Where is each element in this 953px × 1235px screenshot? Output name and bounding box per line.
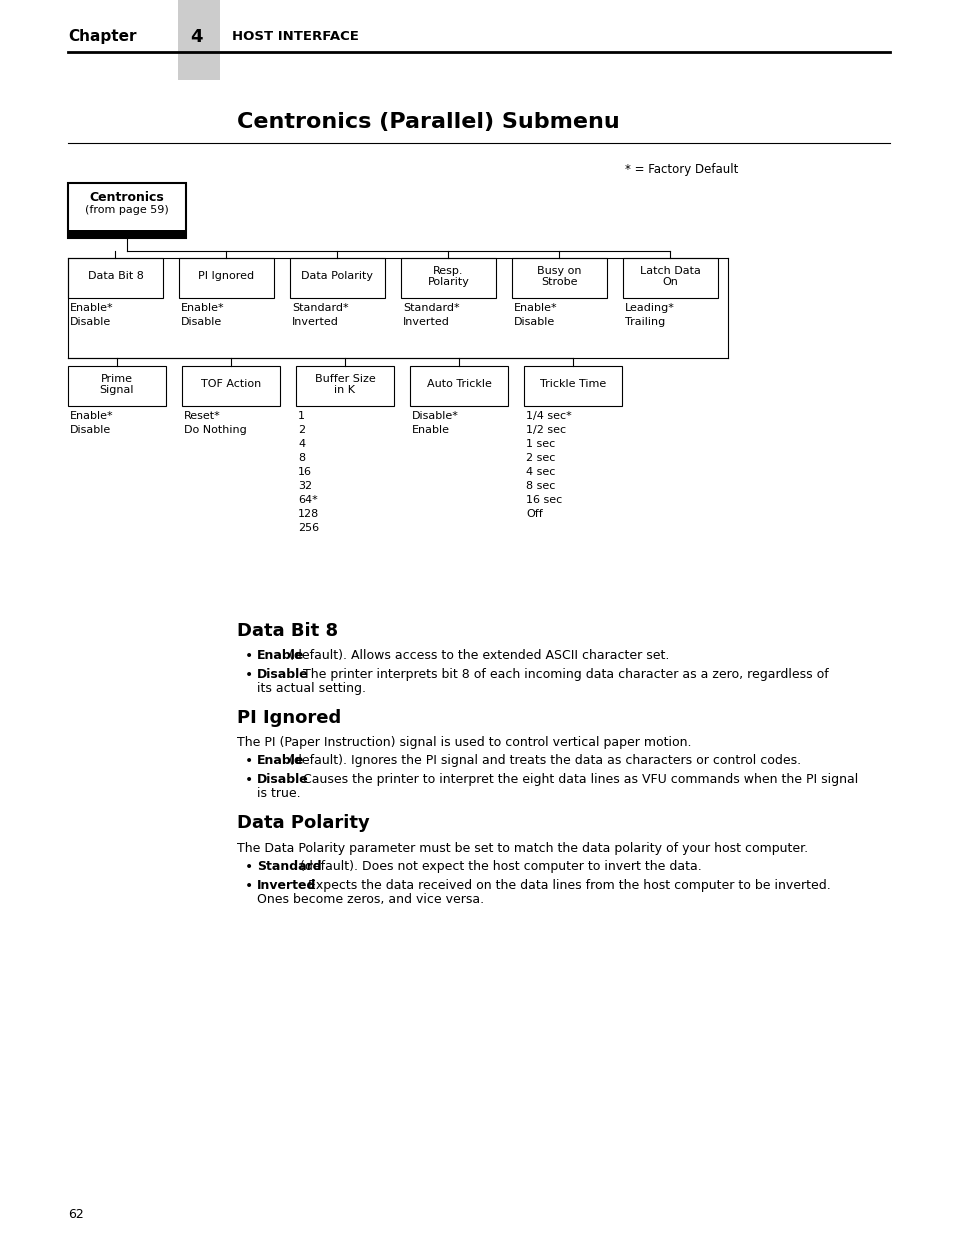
Text: •: • xyxy=(245,860,253,873)
Text: Disable: Disable xyxy=(256,668,309,682)
Text: 4 sec: 4 sec xyxy=(525,467,555,477)
Text: Centronics (Parallel) Submenu: Centronics (Parallel) Submenu xyxy=(236,112,619,132)
Text: Strobe: Strobe xyxy=(540,277,578,287)
Text: HOST INTERFACE: HOST INTERFACE xyxy=(232,31,358,43)
Text: 8: 8 xyxy=(297,453,305,463)
Text: Prime: Prime xyxy=(101,374,132,384)
Text: 8 sec: 8 sec xyxy=(525,480,555,492)
Text: •: • xyxy=(245,773,253,788)
Text: 2: 2 xyxy=(297,425,305,435)
Bar xyxy=(523,366,621,406)
Text: Enable: Enable xyxy=(256,650,304,662)
Text: Data Bit 8: Data Bit 8 xyxy=(88,270,143,282)
Text: Data Polarity: Data Polarity xyxy=(236,814,370,832)
Text: Enable*: Enable* xyxy=(70,411,113,421)
Text: 1 sec: 1 sec xyxy=(525,438,555,450)
Bar xyxy=(178,0,220,80)
Text: 1: 1 xyxy=(297,411,305,421)
Text: 16: 16 xyxy=(297,467,312,477)
Text: 256: 256 xyxy=(297,522,319,534)
Text: Enable*: Enable* xyxy=(181,303,224,312)
Text: Off: Off xyxy=(525,509,542,519)
Text: On: On xyxy=(662,277,678,287)
Bar xyxy=(68,366,166,406)
Text: Disable: Disable xyxy=(514,317,555,327)
Text: The Data Polarity parameter must be set to match the data polarity of your host : The Data Polarity parameter must be set … xyxy=(236,841,807,855)
Text: Disable: Disable xyxy=(256,773,309,787)
Text: PI Ignored: PI Ignored xyxy=(236,709,341,727)
Text: Do Nothing: Do Nothing xyxy=(184,425,247,435)
Text: * = Factory Default: * = Factory Default xyxy=(624,163,738,177)
Text: (default). Allows access to the extended ASCII character set.: (default). Allows access to the extended… xyxy=(289,650,669,662)
Text: (from page 59): (from page 59) xyxy=(85,205,169,215)
Text: Enable*: Enable* xyxy=(70,303,113,312)
Text: . Causes the printer to interpret the eight data lines as VFU commands when the : . Causes the printer to interpret the ei… xyxy=(294,773,857,787)
Text: Busy on: Busy on xyxy=(537,266,581,275)
Text: 64*: 64* xyxy=(297,495,317,505)
Text: •: • xyxy=(245,668,253,682)
Text: Chapter: Chapter xyxy=(68,30,136,44)
Text: Data Bit 8: Data Bit 8 xyxy=(236,622,337,640)
Text: Reset*: Reset* xyxy=(184,411,220,421)
Text: 128: 128 xyxy=(297,509,319,519)
Bar xyxy=(290,258,385,298)
Text: Resp.: Resp. xyxy=(433,266,463,275)
Text: . The printer interprets bit 8 of each incoming data character as a zero, regard: . The printer interprets bit 8 of each i… xyxy=(294,668,828,682)
Text: 32: 32 xyxy=(297,480,312,492)
Text: 1/2 sec: 1/2 sec xyxy=(525,425,565,435)
Bar xyxy=(68,183,186,238)
Bar xyxy=(622,258,718,298)
Text: . Expects the data received on the data lines from the host computer to be inver: . Expects the data received on the data … xyxy=(300,878,830,892)
Text: 4: 4 xyxy=(190,28,202,46)
Text: in K: in K xyxy=(335,385,355,395)
Text: Inverted: Inverted xyxy=(256,878,316,892)
Text: Disable*: Disable* xyxy=(412,411,458,421)
Text: Enable: Enable xyxy=(256,755,304,767)
Text: Standard: Standard xyxy=(256,860,321,873)
Text: •: • xyxy=(245,650,253,663)
Text: Buffer Size: Buffer Size xyxy=(314,374,375,384)
Text: Trickle Time: Trickle Time xyxy=(539,379,605,389)
Text: PI Ignored: PI Ignored xyxy=(198,270,254,282)
Text: Standard*: Standard* xyxy=(402,303,459,312)
Bar xyxy=(68,258,163,298)
Text: Trailing: Trailing xyxy=(624,317,664,327)
Text: Signal: Signal xyxy=(100,385,134,395)
Text: Polarity: Polarity xyxy=(427,277,469,287)
Text: Auto Trickle: Auto Trickle xyxy=(426,379,491,389)
Bar xyxy=(295,366,394,406)
Text: is true.: is true. xyxy=(256,788,300,800)
Bar xyxy=(68,230,186,238)
Text: 62: 62 xyxy=(68,1208,84,1221)
Bar xyxy=(179,258,274,298)
Text: 2 sec: 2 sec xyxy=(525,453,555,463)
Bar xyxy=(182,366,280,406)
Text: its actual setting.: its actual setting. xyxy=(256,682,366,695)
Text: TOF Action: TOF Action xyxy=(201,379,261,389)
Text: 16 sec: 16 sec xyxy=(525,495,561,505)
Text: •: • xyxy=(245,755,253,768)
Text: (default). Ignores the PI signal and treats the data as characters or control co: (default). Ignores the PI signal and tre… xyxy=(289,755,801,767)
Text: Disable: Disable xyxy=(181,317,222,327)
Text: Inverted: Inverted xyxy=(402,317,450,327)
Text: Leading*: Leading* xyxy=(624,303,674,312)
Text: (default). Does not expect the host computer to invert the data.: (default). Does not expect the host comp… xyxy=(300,860,701,873)
Text: Enable: Enable xyxy=(412,425,450,435)
Bar xyxy=(512,258,606,298)
Text: Data Polarity: Data Polarity xyxy=(301,270,374,282)
Text: Enable*: Enable* xyxy=(514,303,558,312)
Bar xyxy=(410,366,507,406)
Text: Standard*: Standard* xyxy=(292,303,348,312)
Text: 4: 4 xyxy=(297,438,305,450)
Text: Centronics: Centronics xyxy=(90,191,164,204)
Text: The PI (Paper Instruction) signal is used to control vertical paper motion.: The PI (Paper Instruction) signal is use… xyxy=(236,736,691,750)
Text: Disable: Disable xyxy=(70,425,112,435)
Bar xyxy=(400,258,496,298)
Text: Latch Data: Latch Data xyxy=(639,266,700,275)
Text: 1/4 sec*: 1/4 sec* xyxy=(525,411,571,421)
Text: Ones become zeros, and vice versa.: Ones become zeros, and vice versa. xyxy=(256,893,483,905)
Text: Inverted: Inverted xyxy=(292,317,338,327)
Text: •: • xyxy=(245,878,253,893)
Text: Disable: Disable xyxy=(70,317,112,327)
